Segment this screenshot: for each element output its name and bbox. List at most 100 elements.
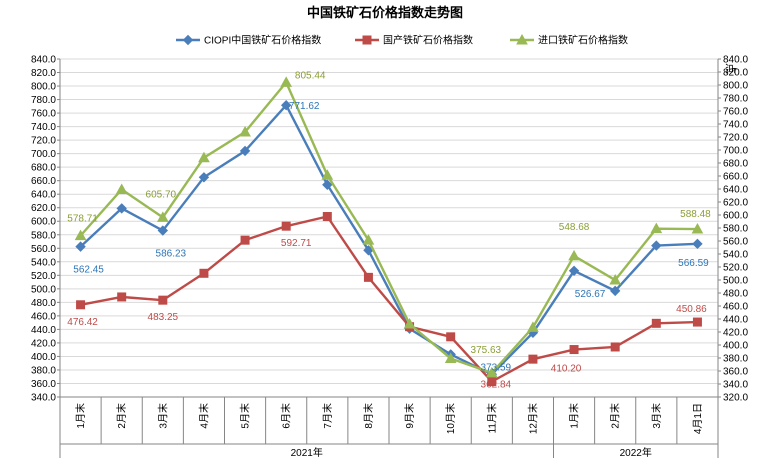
y-tick-label-left: 820.0 [31, 68, 56, 79]
y-tick-label-right: 540.0 [723, 250, 748, 261]
legend-label: 进口铁矿石价格指数 [538, 34, 628, 47]
data-point [198, 172, 210, 183]
x-tick-label: 6月末 [280, 403, 293, 429]
y-tick-label-left: 580.0 [31, 230, 56, 241]
x-tick-label: 11月末 [485, 403, 498, 433]
y-tick-label-left: 360.0 [31, 379, 56, 390]
y-tick-label-right: 820.0 [723, 68, 748, 79]
data-label: 771.62 [289, 101, 320, 112]
data-label: 548.68 [559, 222, 590, 233]
y-tick-label-left: 700.0 [31, 149, 56, 160]
data-point [528, 354, 538, 364]
y-tick-label-right: 760.0 [723, 107, 748, 118]
year-group-label: 2021年 [291, 446, 323, 459]
series-0 [75, 100, 703, 380]
data-point [116, 203, 127, 214]
data-label: 805.44 [295, 70, 326, 81]
y-tick-label-right: 720.0 [723, 133, 748, 144]
y-tick-label-left: 520.0 [31, 271, 56, 282]
y-tick-label-left: 680.0 [31, 163, 56, 174]
data-point [280, 100, 292, 111]
data-point [691, 222, 704, 234]
data-label: 526.67 [575, 289, 606, 300]
x-tick-label: 5月末 [239, 403, 252, 429]
y-tick-label-left: 380.0 [31, 365, 56, 376]
data-point [75, 241, 86, 252]
y-tick-label-right: 520.0 [723, 263, 748, 274]
data-label: 375.63 [471, 345, 502, 356]
series-2 [74, 76, 704, 378]
y-tick-label-right: 380.0 [723, 354, 748, 365]
y-tick-label-right: 360.0 [723, 367, 748, 378]
x-tick-label: 3月末 [156, 403, 169, 429]
y-tick-label-right: 740.0 [723, 120, 748, 131]
y-tick-label-left: 780.0 [31, 95, 56, 106]
data-point [157, 225, 169, 236]
data-point [321, 169, 334, 180]
data-point [198, 151, 210, 163]
y-tick-label-right: 780.0 [723, 94, 748, 105]
data-label: 476.42 [67, 317, 98, 328]
data-point [403, 317, 416, 329]
y-tick-label-right: 700.0 [723, 146, 748, 157]
data-point [444, 352, 457, 363]
data-label: 578.71 [67, 214, 98, 225]
data-label: 483.25 [148, 312, 179, 323]
year-group-label: 2022年 [620, 446, 652, 459]
x-tick-label: 12月末 [526, 403, 539, 434]
x-tick-label: 3月末 [650, 403, 663, 429]
y-tick-label-right: 640.0 [723, 185, 748, 196]
series-1 [76, 212, 702, 387]
legend-item: CIOPI中国铁矿石价格指数 [176, 34, 321, 47]
axes: 340.0 360.0 380.0 400.0 420.0 440.0 460.0 480.0… [31, 55, 748, 460]
y-tick-label-left: 460.0 [31, 311, 56, 322]
data-point [609, 274, 622, 285]
x-tick-label: 9月末 [403, 403, 416, 429]
y-tick-label-left: 500.0 [31, 284, 56, 295]
data-label: 566.59 [678, 258, 709, 269]
x-tick-label: 8月末 [362, 403, 375, 429]
data-label: 562.45 [73, 265, 104, 276]
right-axis-unit-label: 点 [724, 63, 737, 74]
legend-label: CIOPI中国铁矿石价格指数 [204, 34, 321, 47]
series-line [80, 215, 698, 383]
data-label: 362.84 [481, 380, 512, 391]
data-labels-layer: 562.45 586.23 771.62 373.59 526.67 566.59 476.… [67, 70, 711, 390]
data-label: 450.86 [676, 304, 707, 315]
x-tick-label: 1月末 [568, 403, 581, 429]
y-tick-label-left: 840.0 [31, 55, 56, 66]
data-point [651, 240, 662, 251]
data-label: 588.48 [680, 209, 711, 220]
series-layer [74, 76, 704, 387]
data-point [240, 235, 250, 245]
series-line [79, 81, 698, 375]
y-tick-label-left: 660.0 [31, 176, 56, 187]
y-tick-label-right: 560.0 [723, 237, 748, 248]
data-point [609, 285, 621, 297]
data-point [156, 211, 169, 222]
y-tick-label-right: 660.0 [723, 172, 748, 183]
y-tick-label-left: 480.0 [31, 298, 56, 309]
legend-swatch-marker [362, 35, 372, 45]
y-tick-label-right: 480.0 [723, 289, 748, 300]
data-point [610, 342, 620, 352]
y-tick-label-right: 340.0 [723, 380, 748, 391]
y-tick-label-right: 600.0 [723, 211, 748, 222]
chart-title: 中国铁矿石价格指数走势图 [307, 5, 463, 20]
data-point [199, 268, 209, 278]
y-tick-label-left: 600.0 [31, 217, 56, 228]
x-tick-label: 1月末 [74, 403, 87, 429]
y-tick-label-right: 500.0 [723, 276, 748, 287]
legend-item: 进口铁矿石价格指数 [510, 34, 628, 47]
y-tick-label-right: 420.0 [723, 328, 748, 339]
y-tick-label-right: 680.0 [723, 159, 748, 170]
y-tick-label-left: 420.0 [31, 338, 56, 349]
data-point [158, 295, 168, 305]
y-tick-label-left: 440.0 [31, 325, 56, 336]
y-tick-label-left: 340.0 [31, 393, 56, 404]
x-tick-label: 2月末 [609, 403, 622, 429]
data-label: 410.20 [551, 364, 582, 375]
y-tick-label-left: 720.0 [31, 136, 56, 147]
x-tick-label: 4月1日 [692, 403, 704, 434]
